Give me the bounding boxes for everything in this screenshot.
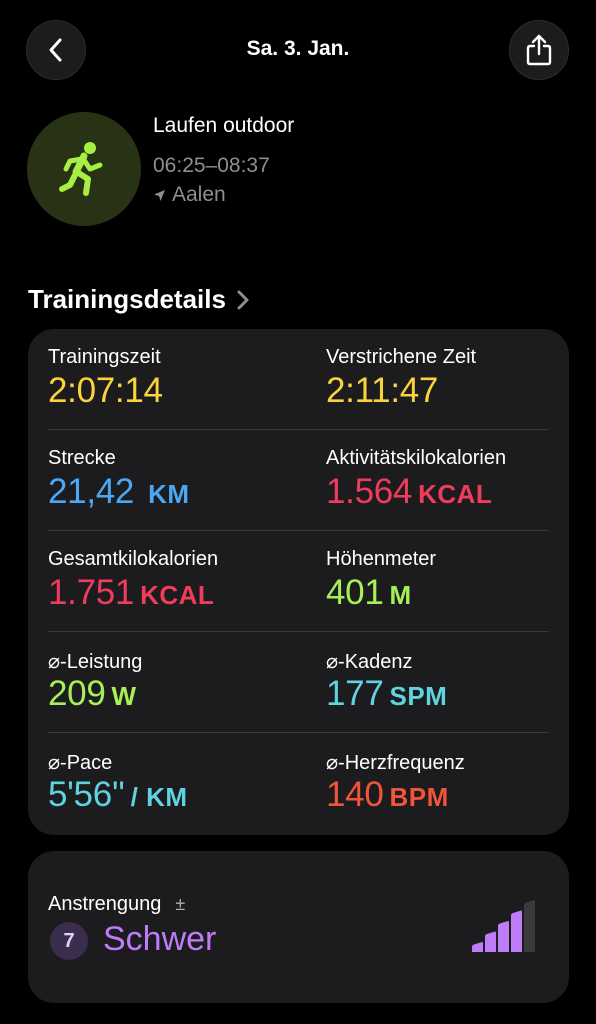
effort-label: Anstrengung: [48, 893, 162, 915]
chevron-right-icon: [237, 290, 249, 309]
metric-value: 5'56'' / KM: [48, 775, 188, 815]
back-button[interactable]: [26, 20, 86, 80]
metric-unit: BPM: [389, 782, 449, 812]
metrics-row: ⌀-Pace 5'56'' / KM ⌀-Herzfrequenz 140 BPM: [48, 733, 549, 834]
top-bar: Sa. 3. Jan.: [0, 0, 596, 100]
metric-label: ⌀-Pace: [48, 752, 113, 774]
location-label: Aalen: [172, 183, 226, 206]
section-title: Trainingsdetails: [28, 284, 226, 314]
effort-bar: [472, 942, 483, 952]
metric-label: Strecke: [48, 447, 116, 469]
metric-number: 2:07:14: [48, 371, 163, 410]
effort-bar: [485, 931, 496, 952]
metric-unit: W: [111, 681, 137, 711]
metric-number: 1.751: [48, 573, 135, 612]
effort-level: Schwer: [103, 920, 217, 958]
metric-unit: SPM: [389, 681, 448, 711]
metric-label: Trainingszeit: [48, 346, 161, 368]
metric-value: 177 SPM: [326, 674, 447, 714]
metric-label: Aktivitätskilokalorien: [326, 447, 507, 469]
metric-unit: M: [389, 580, 412, 610]
metric-number: 209: [48, 674, 106, 713]
metric-number: 21,42: [48, 472, 135, 511]
metric-label: ⌀-Herzfrequenz: [326, 752, 465, 774]
chevron-left-icon: [49, 38, 62, 62]
metric-label: Verstrichene Zeit: [326, 346, 477, 368]
trainingsdetails-header[interactable]: Trainingsdetails: [28, 284, 250, 315]
share-icon: [526, 34, 552, 66]
training-details-card: Trainingszeit 2:07:14 Verstrichene Zeit …: [28, 329, 569, 835]
metric-value: 140 BPM: [326, 775, 449, 815]
metric-number: 2:11:47: [326, 371, 439, 410]
metrics-row: Strecke 21,42 KM Aktivitätskilokalorien 1…: [48, 430, 549, 531]
share-button[interactable]: [509, 20, 569, 80]
metric-value: 21,42 KM: [48, 472, 190, 512]
metrics-row: Gesamtkilokalorien 1.751 KCAL Höhenmeter …: [48, 531, 549, 632]
effort-bar: [511, 910, 522, 952]
metric-label: Höhenmeter: [326, 548, 437, 570]
workout-location: Aalen: [153, 183, 226, 207]
metric-value: 1.564 KCAL: [326, 472, 492, 512]
metric-number: 401: [326, 573, 384, 612]
metric-unit: KM: [148, 479, 190, 509]
metric-number: 177: [326, 674, 384, 713]
metrics-row: Trainingszeit 2:07:14 Verstrichene Zeit …: [48, 329, 549, 430]
plus-minus-icon: ±: [175, 894, 186, 914]
workout-time-range: 06:25–08:37: [153, 154, 270, 177]
metric-number: 140: [326, 775, 384, 814]
effort-card[interactable]: [28, 851, 569, 1003]
metric-label: Gesamtkilokalorien: [48, 548, 219, 570]
metric-label: ⌀-Kadenz: [326, 651, 413, 673]
location-arrow-icon: [154, 189, 165, 201]
metric-label: ⌀-Leistung: [48, 651, 143, 673]
metric-value: 2:07:14: [48, 371, 169, 411]
effort-label-row: Anstrengung ±: [48, 893, 185, 916]
metric-number: 1.564: [326, 472, 413, 511]
metrics-row: ⌀-Leistung 209 W ⌀-Kadenz 177 SPM: [48, 632, 549, 733]
effort-bar: [524, 900, 535, 952]
metric-value: 209 W: [48, 674, 137, 714]
metric-number: 5'56'': [48, 775, 125, 814]
metric-value: 401 M: [326, 573, 412, 613]
workout-type-badge: [27, 112, 141, 226]
running-figure-icon: [59, 142, 103, 196]
page-title: Sa. 3. Jan.: [246, 37, 350, 60]
metric-unit: KCAL: [418, 479, 493, 509]
effort-score-badge: 7: [50, 922, 88, 960]
metric-unit: / KM: [130, 782, 188, 812]
workout-name: Laufen outdoor: [153, 114, 295, 137]
metric-value: 2:11:47: [326, 371, 444, 411]
metric-unit: KCAL: [140, 580, 215, 610]
effort-bar: [498, 921, 509, 952]
metric-value: 1.751 KCAL: [48, 573, 214, 613]
effort-bars-icon: [472, 900, 535, 952]
